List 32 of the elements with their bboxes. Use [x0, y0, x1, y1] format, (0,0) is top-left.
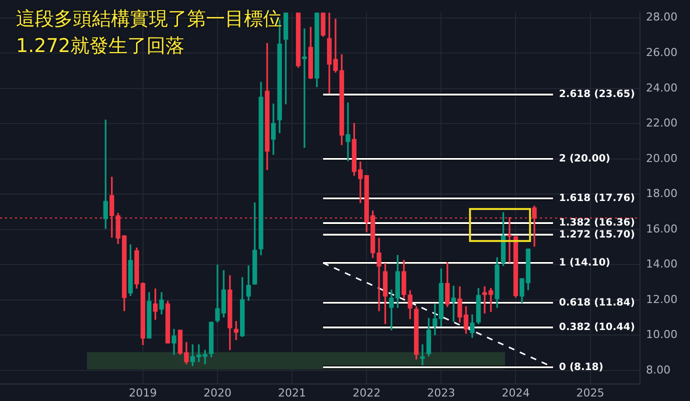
- x-tick-label: 2023: [427, 386, 456, 400]
- x-tick-label: 2020: [203, 386, 232, 400]
- chart-title: 這段多頭結構實現了第一目標位: [16, 7, 282, 32]
- y-tick-label: 20.00: [646, 152, 678, 165]
- x-tick-label: 2021: [278, 386, 306, 400]
- y-tick-label: 14.00: [646, 258, 678, 271]
- ref-line-label: 0.618 (11.84): [559, 297, 635, 308]
- y-tick-label: 18.00: [646, 187, 678, 200]
- x-tick-label: 2022: [352, 386, 381, 400]
- y-tick-label: 10.00: [646, 328, 678, 342]
- ref-line-label: 1.272 (15.70): [559, 229, 635, 240]
- candlestick: [420, 344, 425, 366]
- ref-line-label: 1.618 (17.76): [559, 192, 635, 204]
- ref-line-label: 2.618 (23.65): [559, 89, 635, 100]
- x-tick-label: 2019: [128, 386, 157, 400]
- y-tick-label: 8.00: [646, 363, 670, 376]
- ref-line-label: 1.382 (16.36): [559, 218, 635, 229]
- y-tick-label: 22.00: [646, 116, 678, 130]
- y-tick-label: 28.00: [646, 10, 678, 24]
- y-tick-label: 16.00: [646, 222, 678, 236]
- candlestick: [346, 102, 350, 162]
- ref-line-label: 0 (8.18): [559, 362, 604, 373]
- ref-line-label: 0.382 (10.44): [559, 322, 635, 334]
- y-tick-label: 12.00: [646, 292, 678, 306]
- y-tick-label: 26.00: [646, 46, 678, 59]
- x-tick-label: 2025: [576, 386, 604, 400]
- candlestick: [302, 28, 307, 148]
- text: 1.272就發生了回落: [16, 34, 186, 59]
- y-tick-label: 24.00: [646, 81, 678, 94]
- x-tick-label: 2024: [502, 386, 530, 400]
- ref-line-label: 2 (20.00): [559, 153, 610, 164]
- ref-line-label: 1 (14.10): [559, 257, 610, 268]
